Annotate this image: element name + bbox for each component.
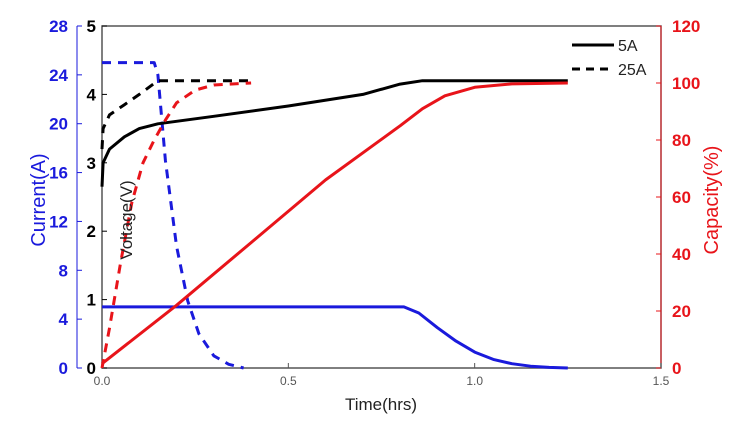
capacity-tick-label: 0 <box>672 359 681 378</box>
voltage-tick-label: 4 <box>87 85 97 104</box>
plot-frame <box>101 25 662 369</box>
voltage-tick-label: 0 <box>87 359 96 378</box>
voltage-solid-series-line <box>100 79 568 187</box>
capacity-dashed-series-line <box>100 81 252 369</box>
x-axis-label: Time(hrs) <box>345 395 417 414</box>
current-tick-label: 4 <box>59 310 69 329</box>
current-tick-label: 24 <box>49 66 68 85</box>
current-tick-label: 16 <box>49 164 68 183</box>
x-tick-label: 1.5 <box>653 374 670 388</box>
legend: 5A 25A <box>572 38 647 79</box>
voltage-tick-label: 1 <box>87 291 96 310</box>
voltage-dashed-series-line <box>100 79 252 150</box>
capacity-tick-label: 60 <box>672 188 691 207</box>
legend-label-25a: 25A <box>618 62 647 79</box>
current-tick-label: 20 <box>49 115 68 134</box>
current-tick-label: 12 <box>49 212 68 231</box>
capacity-tick-label: 100 <box>672 74 700 93</box>
voltage-tick-label: 2 <box>87 222 96 241</box>
x-tick-label: 0.0 <box>94 374 111 388</box>
capacity-solid-series-line <box>101 81 568 365</box>
legend-label-5a: 5A <box>618 38 638 55</box>
capacity-axis-label: Capacity(%) <box>701 146 723 255</box>
capacity-tick-label: 120 <box>672 17 700 36</box>
current-tick-label: 28 <box>49 17 68 36</box>
x-tick-label: 1.0 <box>466 374 483 388</box>
current-axis-label: Current(A) <box>28 153 50 246</box>
capacity-tick-label: 20 <box>672 302 691 321</box>
capacity-tick-label: 80 <box>672 131 691 150</box>
x-tick-label: 0.5 <box>280 374 297 388</box>
voltage-axis-label: Voltage(V) <box>117 180 136 259</box>
current-solid-series-line <box>102 305 568 370</box>
current-tick-label: 0 <box>59 359 68 378</box>
current-tick-label: 8 <box>59 261 68 280</box>
voltage-tick-label: 5 <box>87 17 96 36</box>
capacity-tick-label: 40 <box>672 245 691 264</box>
voltage-tick-label: 3 <box>87 154 96 173</box>
